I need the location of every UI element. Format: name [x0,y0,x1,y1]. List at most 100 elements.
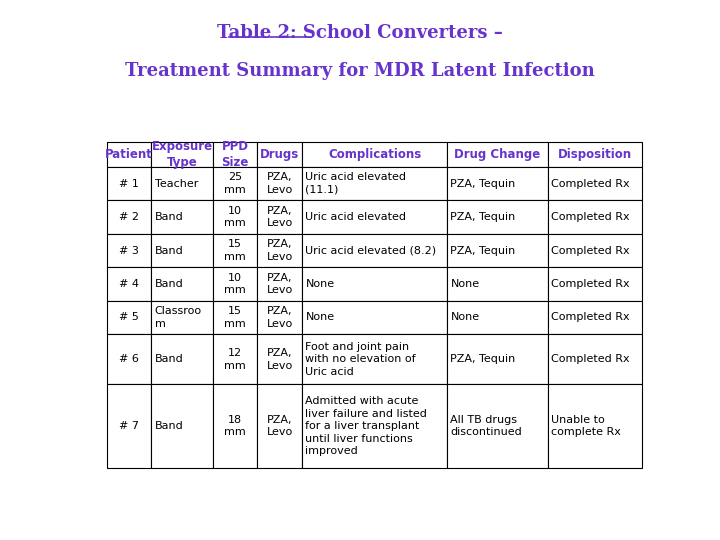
Bar [151,234,213,267]
Text: PPD
Size: PPD Size [221,140,249,169]
Bar [213,141,258,167]
Text: PZA,
Levo: PZA, Levo [266,273,293,295]
Bar [107,384,151,468]
Text: PZA,
Levo: PZA, Levo [266,348,293,370]
Text: Exposure
Type: Exposure Type [151,140,212,169]
Text: Band: Band [155,246,184,255]
Text: None: None [451,279,480,289]
Text: Completed Rx: Completed Rx [551,246,629,255]
Bar [258,384,302,468]
Text: Complications: Complications [328,148,421,161]
Text: # 2: # 2 [119,212,139,222]
Text: # 1: # 1 [119,179,139,188]
Text: Completed Rx: Completed Rx [551,279,629,289]
Text: Disposition: Disposition [558,148,632,161]
Text: Uric acid elevated (8.2): Uric acid elevated (8.2) [305,246,436,255]
Text: All TB drugs
discontinued: All TB drugs discontinued [451,415,522,437]
Bar [213,167,258,200]
Bar [447,141,548,167]
Text: PZA,
Levo: PZA, Levo [266,172,293,195]
Bar [548,384,642,468]
Text: Classroo
m: Classroo m [155,306,202,329]
Bar [447,301,548,334]
Bar [107,167,151,200]
Text: PZA,
Levo: PZA, Levo [266,206,293,228]
Text: Foot and joint pain
with no elevation of
Uric acid: Foot and joint pain with no elevation of… [305,342,416,377]
Bar [548,301,642,334]
Bar [151,334,213,384]
Bar [302,384,447,468]
Text: Drugs: Drugs [260,148,300,161]
Text: Band: Band [155,279,184,289]
Text: 25
mm: 25 mm [224,172,246,195]
Text: Band: Band [155,354,184,364]
Text: 10
mm: 10 mm [224,206,246,228]
Text: None: None [305,313,335,322]
Bar [447,334,548,384]
Bar [447,200,548,234]
Bar [151,200,213,234]
Bar [302,141,447,167]
Text: PZA, Tequin: PZA, Tequin [451,354,516,364]
Text: 15
mm: 15 mm [224,239,246,262]
Bar [213,384,258,468]
Bar [258,167,302,200]
Text: PZA,
Levo: PZA, Levo [266,239,293,262]
Bar [548,167,642,200]
Bar [213,200,258,234]
Text: 12
mm: 12 mm [224,348,246,370]
Bar [107,267,151,301]
Text: 15
mm: 15 mm [224,306,246,329]
Bar [213,334,258,384]
Bar [151,384,213,468]
Bar [213,234,258,267]
Bar [302,334,447,384]
Bar [548,234,642,267]
Text: PZA,
Levo: PZA, Levo [266,306,293,329]
Bar [107,200,151,234]
Bar [447,267,548,301]
Bar [447,167,548,200]
Text: # 5: # 5 [119,313,139,322]
Bar [302,200,447,234]
Text: Treatment Summary for MDR Latent Infection: Treatment Summary for MDR Latent Infecti… [125,62,595,80]
Bar [151,141,213,167]
Text: # 3: # 3 [119,246,139,255]
Bar [302,234,447,267]
Text: None: None [451,313,480,322]
Bar [107,234,151,267]
Text: PZA, Tequin: PZA, Tequin [451,246,516,255]
Bar [107,141,151,167]
Text: Completed Rx: Completed Rx [551,354,629,364]
Bar [151,301,213,334]
Text: 10
mm: 10 mm [224,273,246,295]
Text: # 6: # 6 [119,354,139,364]
Text: Admitted with acute
liver failure and listed
for a liver transplant
until liver : Admitted with acute liver failure and li… [305,396,427,456]
Text: Teacher: Teacher [155,179,198,188]
Text: # 7: # 7 [119,421,139,431]
Bar [548,141,642,167]
Bar [258,141,302,167]
Bar [213,267,258,301]
Text: Patient: Patient [105,148,153,161]
Text: Completed Rx: Completed Rx [551,179,629,188]
Bar [302,167,447,200]
Bar [447,234,548,267]
Bar [151,267,213,301]
Text: PZA,
Levo: PZA, Levo [266,415,293,437]
Bar [107,301,151,334]
Bar [548,334,642,384]
Text: 18
mm: 18 mm [224,415,246,437]
Bar [213,301,258,334]
Text: Band: Band [155,212,184,222]
Bar [548,200,642,234]
Text: PZA, Tequin: PZA, Tequin [451,212,516,222]
Text: Uric acid elevated: Uric acid elevated [305,212,406,222]
Bar [548,267,642,301]
Text: Unable to
complete Rx: Unable to complete Rx [551,415,621,437]
Text: # 4: # 4 [119,279,139,289]
Bar [447,384,548,468]
Text: PZA, Tequin: PZA, Tequin [451,179,516,188]
Bar [302,301,447,334]
Text: Drug Change: Drug Change [454,148,541,161]
